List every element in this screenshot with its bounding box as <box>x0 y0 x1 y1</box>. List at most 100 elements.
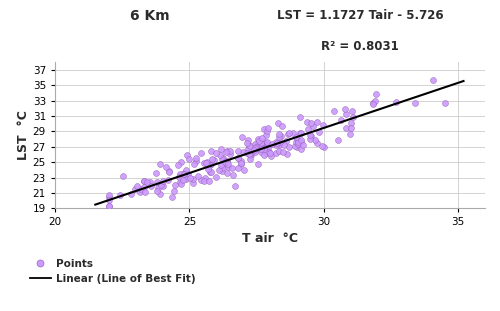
Point <box>264 146 272 151</box>
Point <box>222 159 230 164</box>
Point <box>278 124 286 129</box>
X-axis label: T air  °C: T air °C <box>242 232 298 244</box>
Point <box>246 152 254 157</box>
Point <box>206 170 214 175</box>
Point <box>206 161 214 166</box>
Point <box>258 149 266 154</box>
Point <box>218 169 226 174</box>
Point <box>156 161 164 166</box>
Point <box>197 178 205 183</box>
Point <box>262 150 270 155</box>
Point <box>262 132 270 137</box>
Point <box>296 114 304 119</box>
Point <box>194 173 202 178</box>
Point <box>216 153 224 158</box>
Point <box>342 125 349 130</box>
Point <box>296 131 304 136</box>
Point <box>177 181 185 186</box>
Point <box>240 167 248 172</box>
Point <box>257 141 265 146</box>
Point <box>282 138 290 143</box>
Point <box>245 151 253 156</box>
Legend: Points, Linear (Line of Best Fit): Points, Linear (Line of Best Fit) <box>26 254 200 288</box>
Point <box>272 143 280 148</box>
Point <box>212 174 220 179</box>
Point <box>275 142 283 147</box>
Point <box>306 137 314 142</box>
Point <box>277 134 285 139</box>
Point <box>250 148 258 153</box>
Point <box>175 174 183 179</box>
Point <box>275 131 283 136</box>
Point <box>189 180 197 185</box>
Point <box>292 134 300 139</box>
Point <box>143 179 151 184</box>
Point <box>296 139 304 144</box>
Point <box>309 124 317 129</box>
Point <box>238 161 246 166</box>
Point <box>171 183 179 188</box>
Point <box>275 149 283 154</box>
Point <box>256 139 264 144</box>
Point <box>147 183 155 188</box>
Point <box>160 179 168 184</box>
Point <box>311 137 319 142</box>
Point <box>285 144 293 149</box>
Point <box>197 151 205 156</box>
Point <box>260 152 268 157</box>
Point <box>240 150 248 155</box>
Point <box>268 142 276 146</box>
Point <box>254 137 262 142</box>
Point <box>140 185 148 190</box>
Point <box>164 178 172 183</box>
Point <box>140 178 147 183</box>
Text: 6 Km: 6 Km <box>130 9 170 23</box>
Point <box>153 189 161 194</box>
Point <box>217 146 225 151</box>
Point <box>204 163 212 168</box>
Point <box>299 142 307 147</box>
Point <box>180 171 188 176</box>
Point <box>158 184 166 189</box>
Point <box>261 143 269 148</box>
Point <box>168 194 176 199</box>
Point <box>116 193 124 198</box>
Point <box>368 101 376 106</box>
Point <box>186 175 194 180</box>
Point <box>263 148 271 153</box>
Point <box>231 184 239 189</box>
Point <box>429 78 437 83</box>
Point <box>346 121 354 126</box>
Point <box>284 131 292 136</box>
Point <box>262 144 270 149</box>
Point <box>244 151 252 156</box>
Point <box>256 146 264 151</box>
Point <box>290 143 298 148</box>
Point <box>272 140 280 145</box>
Point <box>218 165 226 170</box>
Point <box>274 120 282 125</box>
Point <box>131 186 139 191</box>
Point <box>264 140 272 145</box>
Point <box>244 138 252 143</box>
Point <box>228 165 236 170</box>
Point <box>179 178 187 183</box>
Point <box>192 158 200 163</box>
Point <box>392 99 400 104</box>
Point <box>174 162 182 167</box>
Point <box>152 179 160 184</box>
Point <box>313 140 321 145</box>
Point <box>289 130 297 135</box>
Point <box>165 170 173 175</box>
Text: LST = 1.1727 Tair - 5.726: LST = 1.1727 Tair - 5.726 <box>276 9 444 22</box>
Point <box>236 161 244 166</box>
Point <box>200 178 207 183</box>
Point <box>246 156 254 161</box>
Point <box>230 172 237 177</box>
Point <box>201 176 209 181</box>
Point <box>158 183 166 188</box>
Point <box>141 190 149 195</box>
Point <box>146 180 154 185</box>
Point <box>258 136 266 141</box>
Point <box>218 157 226 162</box>
